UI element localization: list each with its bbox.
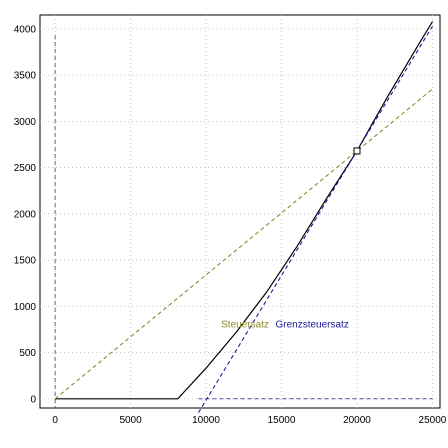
y-tick-label: 3500	[14, 71, 37, 82]
annotation-label: Grenzsteuersatz	[275, 320, 348, 331]
y-tick-label: 0	[30, 394, 36, 405]
series-group	[54, 21, 434, 413]
reference-lines	[54, 35, 433, 408]
annotation-label: Steuersatz	[221, 320, 269, 331]
annotations: Steuersatz Grenzsteuersatz	[221, 320, 349, 331]
plot-frame	[39, 14, 441, 409]
series-line-tax-curve	[55, 21, 434, 400]
x-tick-label: 20000	[343, 415, 371, 426]
y-tick-label: 500	[19, 348, 36, 359]
grid	[40, 15, 440, 408]
x-tick-label: 0	[52, 415, 58, 426]
series-line-average-rate-line	[54, 88, 433, 400]
y-tick-label: 1500	[14, 256, 37, 267]
tick-labels: 0 5000 10000 15000 20000 25000 0 500 1000 1500 200…	[14, 24, 447, 426]
x-tick-label: 25000	[419, 415, 447, 426]
x-tick-label: 15000	[268, 415, 296, 426]
y-tick-label: 2500	[14, 163, 37, 174]
y-tick-label: 1000	[14, 302, 37, 313]
series-line-marginal-rate-tangent	[198, 25, 433, 413]
y-tick-label: 3000	[14, 117, 37, 128]
x-tick-label: 10000	[192, 415, 220, 426]
y-tick-label: 4000	[14, 24, 37, 35]
intersection-marker	[353, 147, 361, 155]
y-tick-label: 2000	[14, 209, 37, 220]
x-tick-label: 5000	[119, 415, 142, 426]
